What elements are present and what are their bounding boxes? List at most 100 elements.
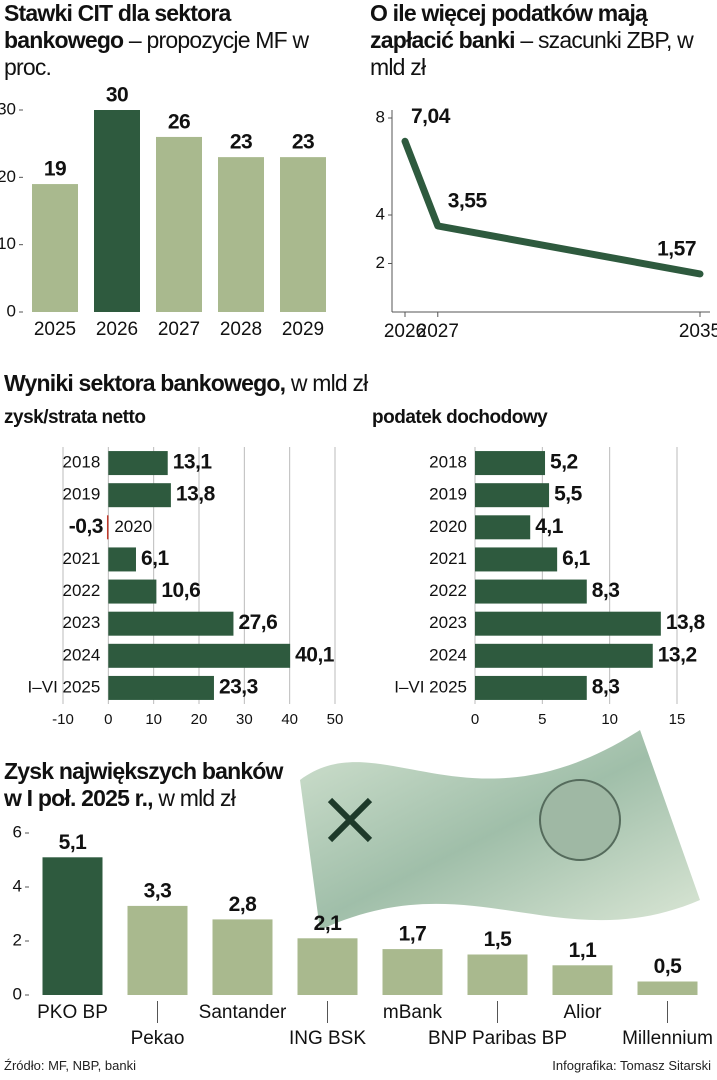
bar	[637, 981, 698, 995]
bar	[42, 857, 103, 995]
y-tick-label: 10	[0, 234, 16, 253]
x-tick-label: 15	[669, 711, 686, 728]
value-label: 13,1	[173, 451, 213, 474]
y-tick-label: 2020	[429, 517, 467, 536]
title-bold: O ile więcej podatków mają zapłacić bank…	[370, 0, 648, 53]
y-tick-label: I–VI 2025	[28, 677, 101, 696]
x-tick-label: 0	[104, 711, 112, 728]
bar	[218, 157, 264, 312]
x-tick-label: 30	[236, 711, 253, 728]
value-label: 26	[168, 110, 190, 133]
value-label: 6,1	[562, 547, 591, 570]
title-bold: Wyniki sektora bankowego,	[4, 370, 286, 396]
y-tick-label: 8	[376, 107, 385, 126]
chart-subtitle: zysk/strata netto	[4, 407, 146, 428]
y-tick-label: 2024	[63, 645, 101, 664]
value-label: 6,1	[141, 547, 170, 570]
value-label: 8,3	[592, 675, 620, 698]
section-title: Wyniki sektora bankowego, w mld zł	[4, 370, 704, 397]
y-tick-label: 2	[13, 930, 22, 949]
bar	[475, 547, 558, 572]
chart-subtitle: podatek dochodowy	[372, 407, 548, 428]
y-tick-label: 2022	[63, 581, 101, 600]
bar	[32, 184, 78, 312]
x-tick-label: ING BSK	[289, 1028, 366, 1049]
bar	[475, 611, 661, 636]
value-label: 8,3	[592, 579, 620, 602]
title-note: – szacunki ZBP, w mld zł	[370, 27, 694, 80]
credit: Infografika: Tomasz Sitarski	[552, 1058, 711, 1073]
bar	[212, 919, 273, 995]
bar	[475, 675, 587, 700]
value-label: 23	[292, 131, 314, 154]
x-tick-label: 2027	[417, 321, 459, 342]
value-label: 3,55	[448, 189, 488, 212]
x-tick-label: 2028	[220, 319, 262, 340]
value-label: 1,7	[399, 923, 427, 946]
y-tick-label: 2018	[429, 453, 467, 472]
bar	[467, 954, 528, 995]
value-label: -0,3	[69, 515, 103, 538]
x-tick-label: BNP Paribas BP	[428, 1028, 567, 1049]
y-tick-label: 2019	[63, 485, 101, 504]
bar	[108, 483, 171, 508]
title-note: w mld zł	[290, 370, 368, 396]
bar	[108, 579, 157, 604]
bar	[475, 579, 587, 604]
x-tick-label: 2025	[34, 319, 76, 340]
banknote-mark	[327, 797, 373, 843]
value-label: 10,6	[161, 579, 200, 602]
bar	[475, 451, 546, 476]
bar	[156, 136, 202, 312]
value-label: 0,5	[654, 955, 683, 978]
x-tick-label: 50	[327, 711, 344, 728]
y-tick-label: 2021	[63, 549, 101, 568]
bar	[94, 110, 140, 312]
x-tick-label: 20	[191, 711, 208, 728]
title-note: w mld zł	[158, 785, 236, 811]
y-tick-label: 4	[13, 876, 22, 895]
x-tick-label: mBank	[383, 1002, 443, 1023]
bar	[108, 611, 234, 636]
x-tick-label: 2035	[679, 321, 717, 342]
x-tick-label: 10	[601, 711, 618, 728]
bar	[475, 483, 550, 508]
value-label: 1,1	[569, 939, 598, 962]
y-tick-label: 4	[376, 204, 385, 223]
y-tick-label: 2023	[429, 613, 467, 632]
value-label: 30	[106, 84, 128, 107]
x-tick-label: Millennium	[622, 1028, 713, 1049]
y-tick-label: 2022	[429, 581, 467, 600]
value-label: 40,1	[295, 643, 335, 666]
x-tick-label: 5	[538, 711, 546, 728]
bar	[475, 643, 653, 668]
y-tick-label: 6	[13, 822, 22, 841]
x-tick-label: PKO BP	[37, 1002, 108, 1023]
bar	[127, 905, 188, 995]
x-tick-label: 40	[281, 711, 298, 728]
bar	[108, 547, 136, 572]
value-label: 27,6	[238, 611, 277, 634]
x-tick-label: 2029	[282, 319, 324, 340]
y-tick-label: 2021	[429, 549, 467, 568]
value-label: 5,2	[550, 451, 578, 474]
value-label: 23,3	[219, 675, 258, 698]
y-tick-label: 0	[7, 301, 16, 320]
x-tick-label: 0	[471, 711, 479, 728]
y-tick-label: 2024	[429, 645, 467, 664]
bar	[280, 157, 326, 312]
value-label: 5,1	[59, 831, 88, 854]
bar	[108, 643, 291, 668]
x-tick-label: 2026	[384, 321, 426, 342]
y-tick-label: 2019	[429, 485, 467, 504]
value-label: 4,1	[535, 515, 564, 538]
y-tick-label: 0	[13, 984, 22, 1003]
bar	[475, 515, 531, 540]
x-tick-label: 2026	[96, 319, 138, 340]
chart-title: Stawki CIT dla sektora bankowego – propo…	[4, 0, 349, 81]
y-tick-label: I–VI 2025	[394, 677, 467, 696]
value-label: 23	[230, 131, 252, 154]
x-tick-label: 2027	[158, 319, 200, 340]
value-label: 19	[44, 158, 66, 181]
value-label: 13,2	[658, 643, 697, 666]
